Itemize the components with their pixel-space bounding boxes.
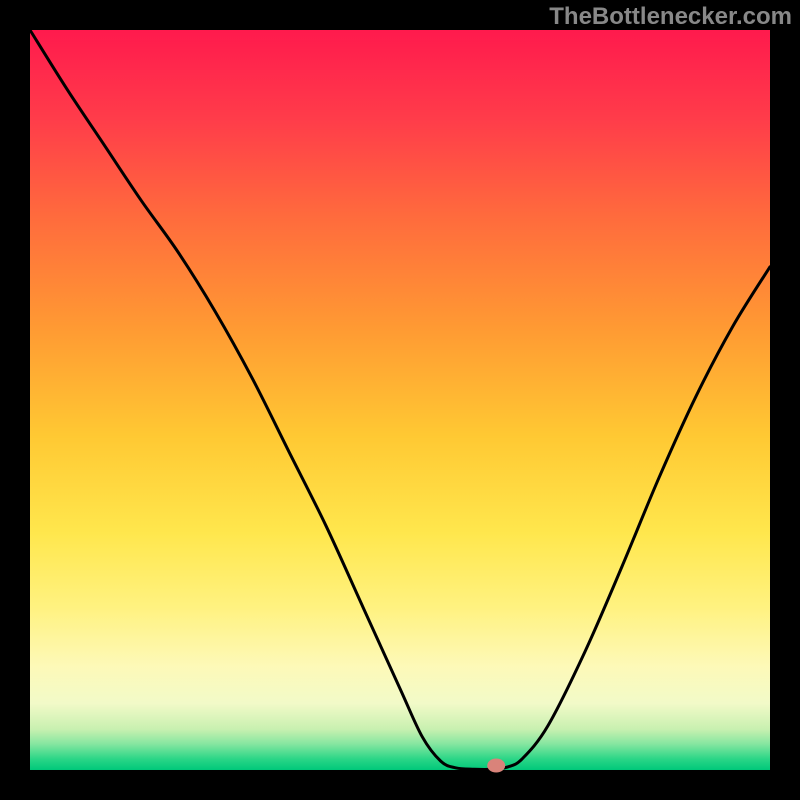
highlight-marker <box>487 759 505 773</box>
watermark-text: TheBottlenecker.com <box>549 3 792 30</box>
plot-area <box>30 30 770 770</box>
